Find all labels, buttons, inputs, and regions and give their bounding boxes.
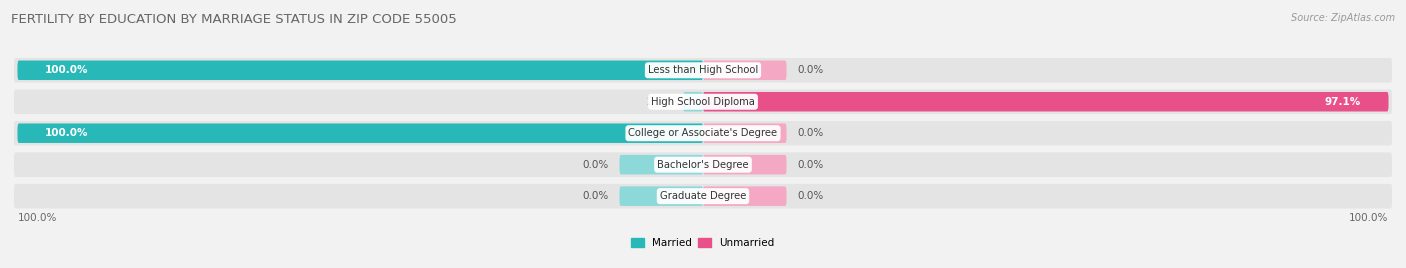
FancyBboxPatch shape [14,58,1392,83]
Text: College or Associate's Degree: College or Associate's Degree [628,128,778,138]
FancyBboxPatch shape [17,124,703,143]
Text: 0.0%: 0.0% [797,65,823,75]
FancyBboxPatch shape [620,155,703,174]
FancyBboxPatch shape [703,61,786,80]
FancyBboxPatch shape [17,61,703,80]
FancyBboxPatch shape [703,92,1389,111]
Text: 0.0%: 0.0% [797,128,823,138]
FancyBboxPatch shape [14,152,1392,177]
FancyBboxPatch shape [620,187,703,206]
Text: 0.0%: 0.0% [797,191,823,201]
Text: FERTILITY BY EDUCATION BY MARRIAGE STATUS IN ZIP CODE 55005: FERTILITY BY EDUCATION BY MARRIAGE STATU… [11,13,457,27]
Text: 100.0%: 100.0% [45,128,89,138]
Legend: Married, Unmarried: Married, Unmarried [627,234,779,252]
FancyBboxPatch shape [14,121,1392,146]
Text: High School Diploma: High School Diploma [651,97,755,107]
Text: 100.0%: 100.0% [1350,213,1389,223]
FancyBboxPatch shape [703,155,786,174]
Text: Less than High School: Less than High School [648,65,758,75]
Text: 2.9%: 2.9% [647,97,673,107]
Text: 0.0%: 0.0% [797,160,823,170]
Text: 0.0%: 0.0% [583,160,609,170]
Text: 100.0%: 100.0% [17,213,56,223]
Text: Bachelor's Degree: Bachelor's Degree [657,160,749,170]
Text: 0.0%: 0.0% [583,191,609,201]
FancyBboxPatch shape [703,187,786,206]
Text: Graduate Degree: Graduate Degree [659,191,747,201]
FancyBboxPatch shape [14,90,1392,114]
FancyBboxPatch shape [703,124,786,143]
FancyBboxPatch shape [683,92,703,111]
Text: Source: ZipAtlas.com: Source: ZipAtlas.com [1291,13,1395,23]
Text: 100.0%: 100.0% [45,65,89,75]
FancyBboxPatch shape [14,184,1392,209]
Text: 97.1%: 97.1% [1324,97,1361,107]
